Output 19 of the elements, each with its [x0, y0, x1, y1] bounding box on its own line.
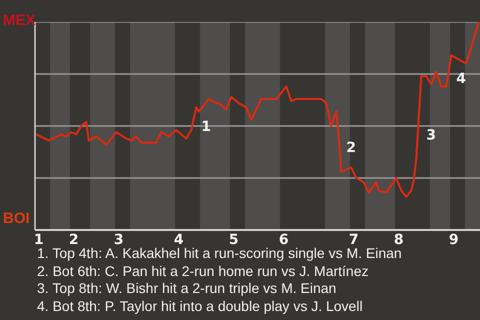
annotation: MEX: [3, 12, 36, 30]
x-tick-label: 9: [448, 232, 459, 248]
text: BOI: [3, 210, 30, 228]
annotation: 3: [426, 127, 436, 144]
annotation: 1: [201, 118, 211, 135]
text: 1. Top 4th: A. Kakakhel hit a run-scoring single vs M. Einan: [37, 245, 402, 262]
x-tick-label: 1: [34, 232, 44, 248]
x-tick-label: 5: [228, 232, 239, 248]
text: 4. Bot 8th: P. Taylor hit into a double play vs J. Lovell: [37, 298, 364, 315]
x-tick-label: 8: [394, 232, 404, 248]
x-tick-label: 2: [68, 232, 79, 248]
x-tick-label: 3: [114, 232, 124, 248]
x-tick-label: 7: [348, 232, 359, 248]
text: 2. Bot 6th: C. Pan hit a 2-run home run vs J. Martínez: [37, 262, 370, 280]
x-tick-label: 4: [174, 232, 184, 248]
annotation: 2: [346, 140, 356, 156]
x-tick-label: 6: [278, 232, 289, 248]
text: 3. Top 8th: W. Bishr hit a 2-run triple vs M. Einan: [37, 280, 338, 298]
annotation: 4: [456, 71, 466, 88]
